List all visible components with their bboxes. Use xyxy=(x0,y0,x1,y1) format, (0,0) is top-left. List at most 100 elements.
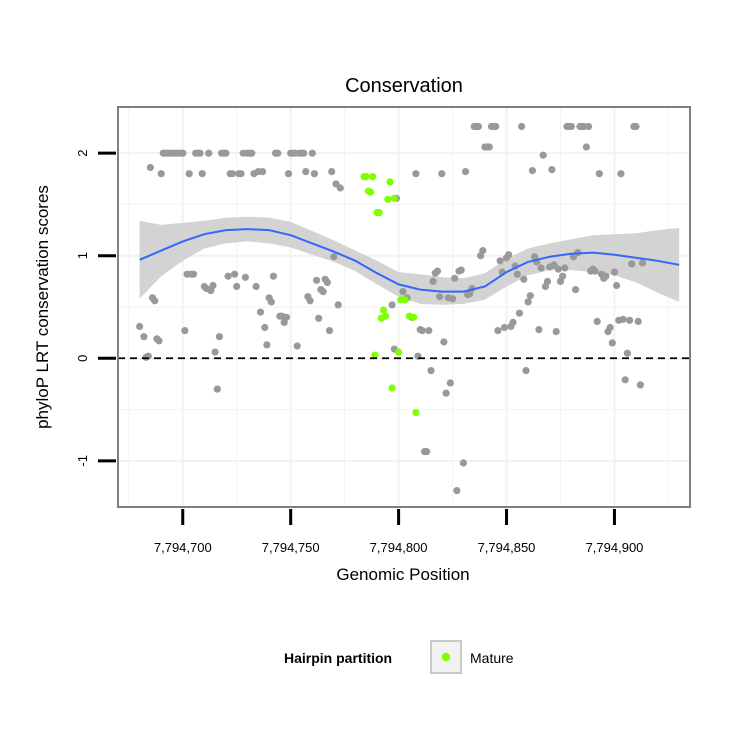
other-point xyxy=(211,348,219,356)
other-point xyxy=(515,309,524,317)
other-point xyxy=(429,277,437,285)
other-point xyxy=(440,338,448,346)
legend-mature-label: Mature xyxy=(470,650,514,666)
other-point xyxy=(461,168,470,176)
other-point xyxy=(438,170,446,178)
legend-mature-marker xyxy=(441,652,451,662)
other-point xyxy=(215,333,223,341)
other-point xyxy=(315,314,323,322)
mature-point xyxy=(369,173,377,181)
other-point xyxy=(136,322,144,331)
other-point xyxy=(582,143,591,151)
other-point xyxy=(213,385,221,393)
y-axis-title: phyloP LRT conservation scores xyxy=(33,185,52,429)
other-point xyxy=(222,149,230,157)
other-point xyxy=(423,448,431,456)
other-point xyxy=(157,170,165,178)
x-tick-label: 7,794,750 xyxy=(262,540,320,555)
mature-point xyxy=(390,194,398,202)
other-point xyxy=(330,253,338,261)
other-point xyxy=(539,151,547,159)
other-point xyxy=(427,367,435,375)
chart-title: Conservation xyxy=(345,75,463,97)
series-other xyxy=(136,122,647,495)
other-point xyxy=(189,270,198,278)
other-point xyxy=(528,167,537,175)
other-point xyxy=(479,247,487,255)
other-point xyxy=(524,298,532,306)
other-point xyxy=(617,170,625,178)
other-point xyxy=(561,264,569,272)
series-mature xyxy=(360,173,420,417)
mature-point xyxy=(366,188,375,196)
legend: Hairpin partition Mature xyxy=(284,640,514,674)
other-point xyxy=(505,251,513,259)
other-point xyxy=(608,339,616,347)
smooth-trend-line xyxy=(139,228,680,293)
other-point xyxy=(241,273,249,281)
other-point xyxy=(433,267,442,275)
other-point xyxy=(263,341,271,349)
other-point xyxy=(518,122,526,131)
other-point xyxy=(520,275,528,283)
other-point xyxy=(595,170,603,178)
other-point xyxy=(328,168,336,176)
other-point xyxy=(313,276,321,284)
other-point xyxy=(179,149,187,157)
other-point xyxy=(237,170,245,178)
other-point xyxy=(293,342,301,350)
other-point xyxy=(453,487,461,495)
other-point xyxy=(198,170,206,178)
x-tick-label: 7,794,900 xyxy=(586,540,644,555)
other-point xyxy=(300,149,308,157)
other-point xyxy=(325,327,334,335)
y-tick-label: 2 xyxy=(75,150,90,157)
other-point xyxy=(140,333,148,341)
other-point xyxy=(388,301,396,309)
other-point xyxy=(552,328,560,336)
other-point xyxy=(602,272,610,280)
other-point xyxy=(205,149,213,157)
other-point xyxy=(319,288,327,296)
other-point xyxy=(494,327,502,335)
other-point xyxy=(310,170,318,178)
other-point xyxy=(425,327,433,335)
legend-title: Hairpin partition xyxy=(284,650,392,666)
mature-point xyxy=(382,312,390,320)
other-point xyxy=(593,317,601,325)
mature-point xyxy=(401,296,409,304)
other-point xyxy=(269,272,277,280)
other-point xyxy=(632,122,640,131)
other-point xyxy=(457,266,465,274)
mature-point xyxy=(410,313,418,321)
y-axis: -1 0 1 2 xyxy=(75,150,116,467)
other-point xyxy=(231,270,239,278)
other-point xyxy=(306,297,314,305)
other-point xyxy=(323,278,331,286)
mature-point xyxy=(375,209,383,217)
other-point xyxy=(261,323,269,332)
other-point xyxy=(459,459,467,467)
confidence-band xyxy=(139,216,680,305)
other-point xyxy=(485,143,493,151)
other-point xyxy=(155,337,163,345)
other-point xyxy=(209,281,217,290)
other-point xyxy=(334,301,342,309)
x-axis-title: Genomic Position xyxy=(336,565,469,584)
other-point xyxy=(606,323,614,332)
x-axis: 7,794,700 7,794,750 7,794,800 7,794,850 7,79… xyxy=(154,509,644,555)
other-point xyxy=(436,293,444,301)
other-point xyxy=(474,122,483,131)
x-tick-label: 7,794,800 xyxy=(370,540,428,555)
other-point xyxy=(554,265,562,273)
y-tick-label: -1 xyxy=(75,455,90,467)
data-points xyxy=(136,122,647,495)
other-point xyxy=(492,122,500,131)
mature-point xyxy=(386,178,394,186)
other-point xyxy=(146,163,154,172)
other-point xyxy=(509,318,517,326)
other-point xyxy=(185,170,193,178)
mature-point xyxy=(371,351,379,359)
other-point xyxy=(336,184,344,192)
